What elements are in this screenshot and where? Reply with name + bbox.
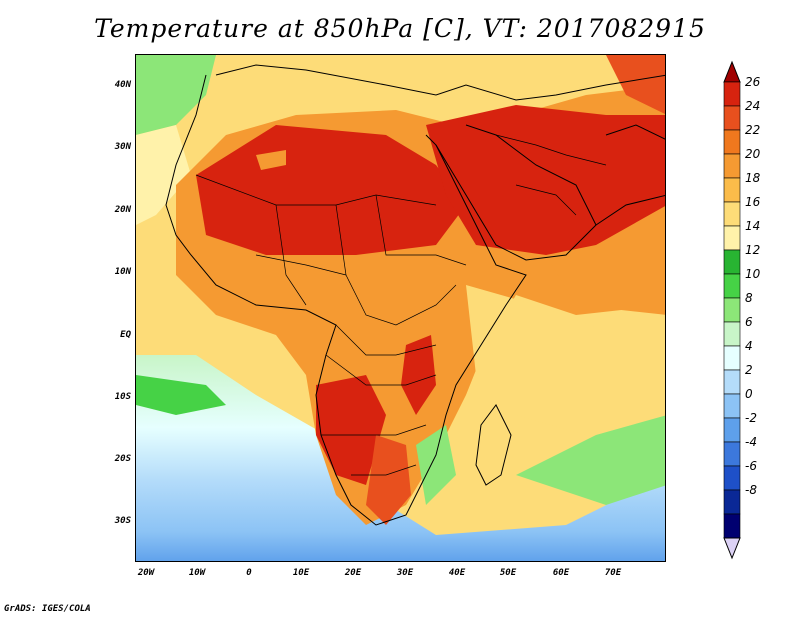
colorbar-box [723, 153, 741, 179]
colorbar-box [723, 177, 741, 203]
chart-title: Temperature at 850hPa [C], VT: 201708291… [94, 14, 706, 43]
colorbar-label: -4 [745, 435, 757, 449]
colorbar-label: 10 [745, 267, 761, 281]
lon-label: 60E [552, 568, 570, 578]
colorbar-box [723, 201, 741, 227]
colorbar-label: -8 [745, 483, 757, 497]
coastlines [165, 64, 665, 526]
lon-label: 70E [604, 568, 622, 578]
colorbar-label: 20 [745, 147, 761, 161]
colorbar-box [723, 369, 741, 395]
lat-label: EQ [120, 330, 131, 340]
colorbar-box [723, 225, 741, 251]
lon-label: 20E [344, 568, 362, 578]
colorbar-label: 16 [745, 195, 761, 209]
colorbar-box [723, 465, 741, 491]
colorbar-label: -6 [745, 459, 757, 473]
colorbar-box [723, 393, 741, 419]
footer-credit: GrADS: IGES/COLA [4, 604, 91, 614]
lat-label: 10N [114, 267, 131, 277]
colorbar-box [723, 81, 741, 107]
lat-label: 40N [114, 80, 131, 90]
colorbar-label: 22 [745, 123, 761, 137]
colorbar-box [723, 105, 741, 131]
country-borders [195, 134, 607, 476]
lon-label: 30E [396, 568, 414, 578]
lat-label: 30N [114, 142, 131, 152]
colorbar-box [723, 513, 741, 539]
colorbar-label: 26 [745, 75, 761, 89]
temperature-map[interactable] [135, 54, 666, 562]
colorbar-label: 12 [745, 243, 761, 257]
colorbar-box [723, 297, 741, 323]
colorbar-box [723, 417, 741, 443]
colorbar-box [723, 321, 741, 347]
field-southern-africa-hot [316, 375, 386, 485]
colorbar-label: 14 [745, 219, 761, 233]
colorbar-box [723, 489, 741, 515]
lon-label: 0 [246, 568, 252, 578]
colorbar-box [723, 441, 741, 467]
lon-label: 40E [448, 568, 466, 578]
lat-label: 20N [114, 205, 131, 215]
colorbar-label: 2 [745, 363, 753, 377]
field-indian-ocean [466, 285, 665, 435]
colorbar [723, 60, 741, 560]
colorbar-label: 0 [745, 387, 753, 401]
colorbar-label: 4 [745, 339, 753, 353]
field-arabia-hot [426, 105, 665, 255]
colorbar-box [723, 273, 741, 299]
colorbar-box [723, 129, 741, 155]
colorbar-label: 24 [745, 99, 761, 113]
field-north-atlantic [136, 55, 216, 135]
lat-label: 30S [114, 516, 131, 526]
colorbar-top-arrow [723, 60, 741, 83]
colorbar-box [723, 345, 741, 371]
colorbar-label: 8 [745, 291, 753, 305]
colorbar-box [723, 249, 741, 275]
colorbar-label: 18 [745, 171, 761, 185]
lon-label: 10W [188, 568, 206, 578]
colorbar-label: 6 [745, 315, 753, 329]
colorbar-bottom-arrow [723, 537, 741, 560]
colorbar-label: -2 [745, 411, 757, 425]
lon-label: 10E [292, 568, 310, 578]
lat-label: 20S [114, 454, 131, 464]
lon-label: 50E [499, 568, 517, 578]
lat-label: 10S [114, 392, 131, 402]
field-southern-ocean [136, 355, 665, 561]
lon-label: 20W [137, 568, 155, 578]
